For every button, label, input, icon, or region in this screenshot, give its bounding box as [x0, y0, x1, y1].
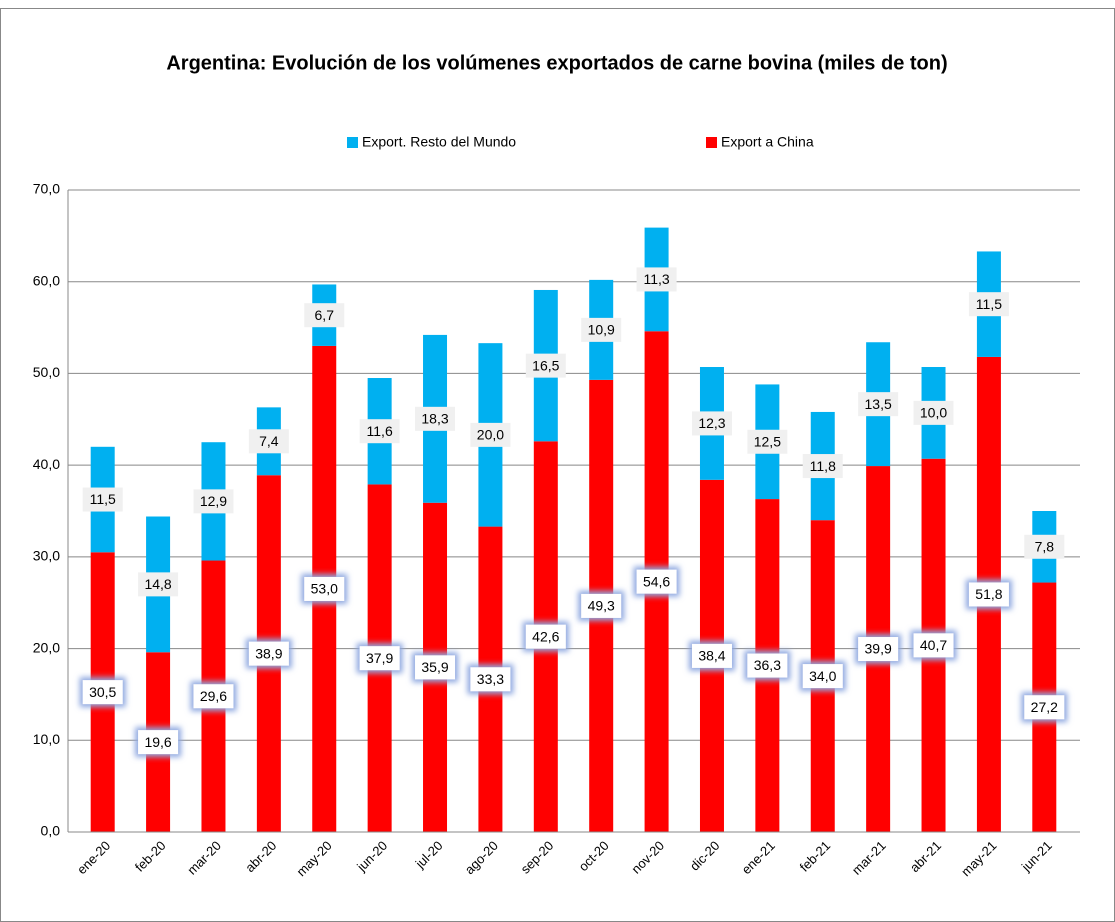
data-label-box: [913, 400, 954, 425]
y-tick-label: 50,0: [33, 364, 60, 380]
data-label-box: [691, 411, 732, 436]
data-label-box: [82, 680, 123, 705]
legend-swatch: [347, 137, 358, 148]
data-label-box: [415, 406, 456, 431]
data-label-box: [82, 487, 123, 512]
data-label: 38,4: [698, 648, 725, 664]
data-label-box: [193, 489, 234, 514]
data-label-box: [248, 641, 289, 666]
data-label-box: [581, 317, 622, 342]
data-label-box: [470, 422, 511, 447]
data-label-box: [581, 593, 622, 618]
data-label: 11,5: [90, 491, 116, 507]
data-label: 42,6: [532, 628, 559, 644]
data-label-box: [470, 667, 511, 692]
data-label-box: [193, 684, 234, 709]
data-label-box: [525, 353, 566, 378]
data-label-box: [304, 576, 345, 601]
data-label-box: [304, 303, 345, 328]
data-label: 11,3: [643, 271, 669, 287]
data-label: 33,3: [477, 671, 504, 687]
data-label-box: [691, 643, 732, 668]
data-label: 12,9: [200, 493, 227, 509]
data-label-box: [858, 392, 899, 417]
data-label-box: [636, 569, 677, 594]
data-label: 6,7: [315, 307, 335, 323]
data-label: 11,6: [367, 423, 393, 439]
data-label-box: [858, 637, 899, 662]
data-label-box: [1024, 695, 1065, 720]
y-tick-label: 10,0: [33, 731, 60, 747]
y-tick-label: 20,0: [33, 639, 60, 655]
legend-swatch: [706, 137, 717, 148]
data-label-box: [138, 730, 179, 755]
data-label: 34,0: [809, 668, 836, 684]
data-label: 7,4: [259, 433, 279, 449]
data-label: 29,6: [200, 688, 227, 704]
data-label-box: [968, 292, 1009, 317]
legend-label: Export a China: [721, 134, 814, 150]
y-tick-label: 60,0: [33, 272, 60, 288]
legend-label: Export. Resto del Mundo: [362, 134, 516, 150]
y-tick-label: 0,0: [41, 823, 61, 839]
data-label: 12,3: [698, 415, 725, 431]
data-label-box: [802, 664, 843, 689]
data-label: 14,8: [144, 576, 171, 592]
data-label-box: [1024, 534, 1065, 559]
data-label: 54,6: [643, 573, 670, 589]
data-label: 38,9: [255, 645, 282, 661]
data-label-box: [359, 646, 400, 671]
data-label-box: [359, 419, 400, 444]
data-label: 20,0: [477, 427, 504, 443]
data-label: 11,8: [810, 458, 836, 474]
data-label: 51,8: [975, 586, 1002, 602]
data-label-box: [747, 429, 788, 454]
data-label-box: [525, 624, 566, 649]
data-label: 7,8: [1035, 538, 1055, 554]
y-tick-label: 40,0: [33, 456, 60, 472]
data-label: 11,5: [976, 296, 1002, 312]
data-label-box: [747, 653, 788, 678]
data-label: 16,5: [532, 357, 559, 373]
data-label: 37,9: [366, 650, 393, 666]
data-label: 10,0: [920, 405, 947, 421]
data-label-box: [968, 582, 1009, 607]
data-label: 53,0: [311, 581, 338, 597]
data-label: 40,7: [920, 637, 947, 653]
data-label: 19,6: [144, 734, 171, 750]
data-label-box: [138, 572, 179, 597]
data-label: 36,3: [754, 657, 781, 673]
data-label: 49,3: [588, 598, 615, 614]
data-label-box: [415, 655, 456, 680]
data-label: 10,9: [588, 322, 615, 338]
y-tick-label: 30,0: [33, 548, 60, 564]
data-label: 35,9: [421, 659, 448, 675]
data-label: 30,5: [89, 684, 116, 700]
data-label-box: [636, 267, 677, 292]
data-label-box: [248, 429, 289, 454]
data-label: 39,9: [865, 641, 892, 657]
chart-title: Argentina: Evolución de los volúmenes ex…: [166, 52, 947, 74]
data-label-box: [913, 633, 954, 658]
data-label: 13,5: [865, 396, 892, 412]
data-label: 27,2: [1031, 699, 1058, 715]
data-label-box: [802, 454, 843, 479]
y-tick-label: 70,0: [33, 181, 60, 197]
data-label: 18,3: [421, 411, 448, 427]
data-label: 12,5: [754, 433, 781, 449]
